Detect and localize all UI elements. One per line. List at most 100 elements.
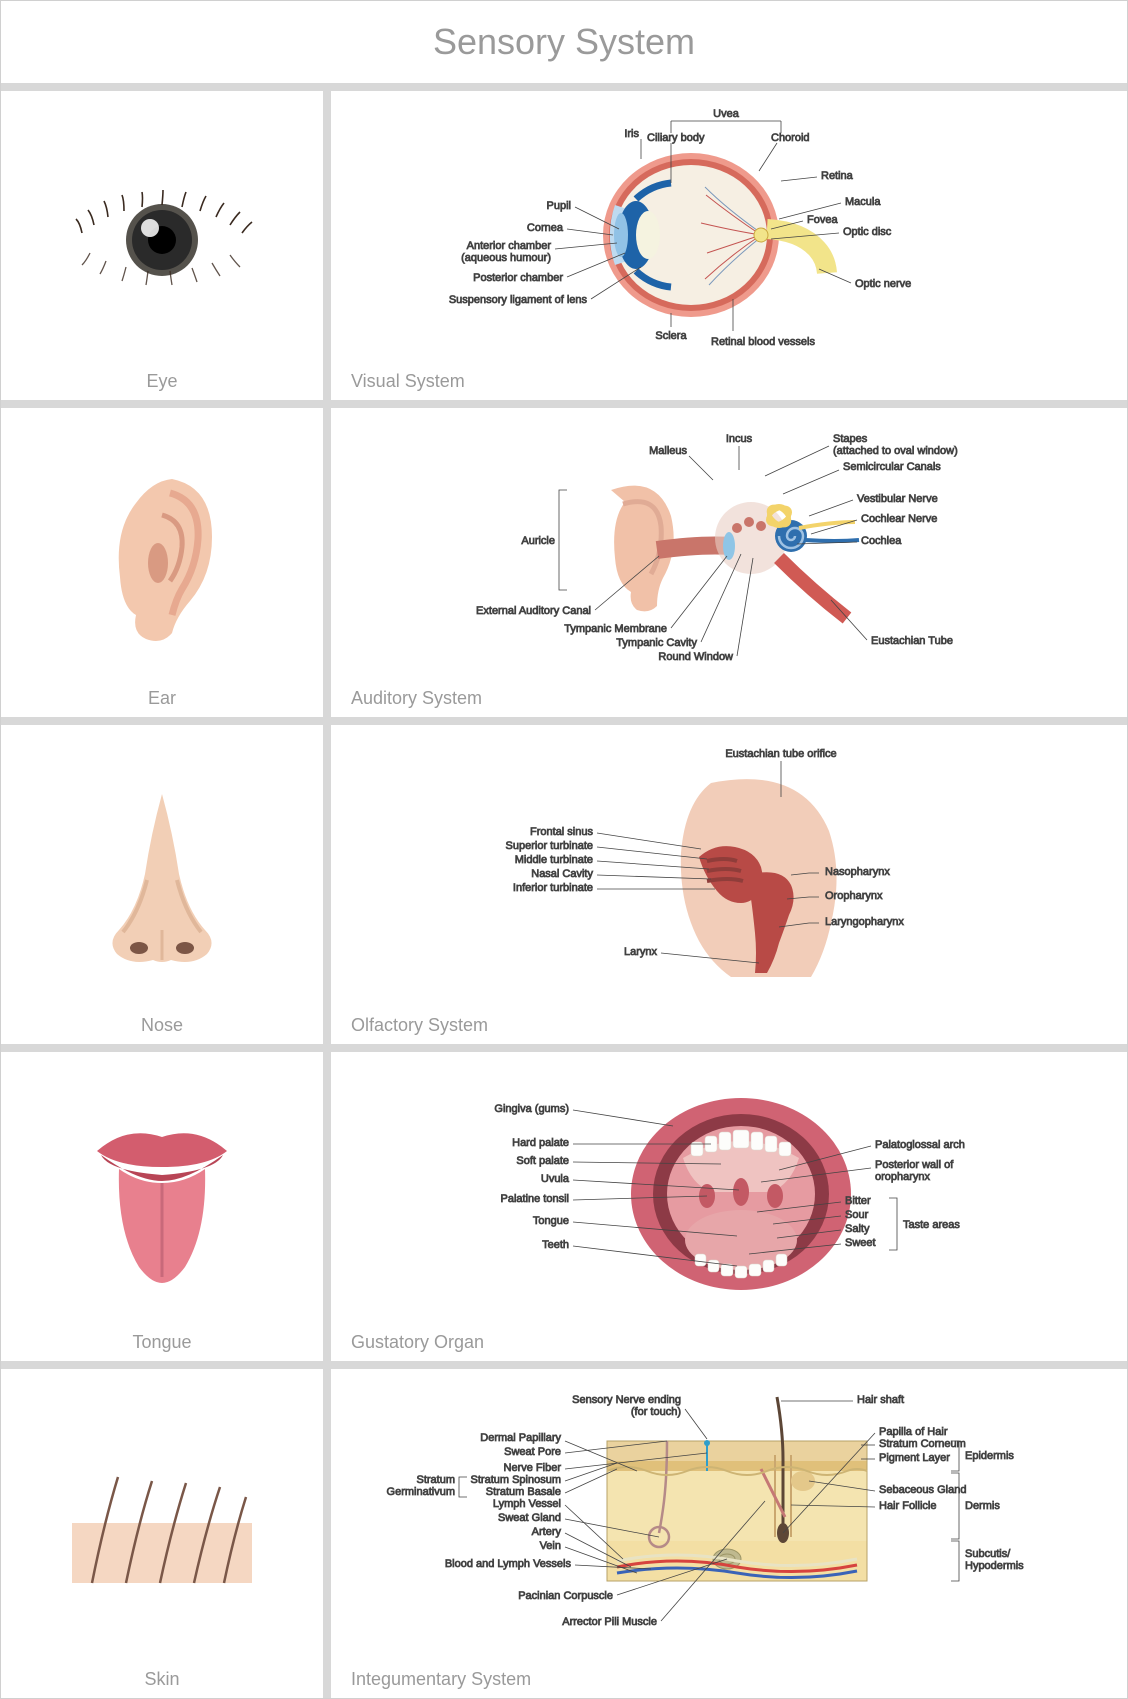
svg-text:Optic nerve: Optic nerve [855, 278, 911, 290]
auditory-system-diagram: Incus Malleus Stapes (attached to oval w… [341, 420, 1111, 680]
row-skin: Skin [1, 1369, 1127, 1698]
svg-text:Macula: Macula [845, 196, 881, 208]
svg-text:Superior turbinate: Superior turbinate [506, 840, 593, 852]
svg-text:(aqueous humour): (aqueous humour) [461, 252, 551, 264]
caption-nose: Nose [1, 1015, 323, 1036]
svg-text:Iris: Iris [624, 128, 639, 140]
caption-gustatory-organ: Gustatory Organ [351, 1332, 484, 1353]
svg-text:Vein: Vein [540, 1540, 561, 1552]
lbl-uvea: Uvea [713, 108, 740, 120]
svg-text:Sweat Gland: Sweat Gland [498, 1512, 561, 1524]
svg-text:Middle turbinate: Middle turbinate [515, 854, 593, 866]
svg-text:oropharynx: oropharynx [875, 1171, 931, 1183]
svg-text:Retina: Retina [821, 170, 854, 182]
gustatory-organ-diagram: Gingiva (gums) Hard palate Soft palate U… [341, 1064, 1111, 1324]
svg-text:Lymph Vessel: Lymph Vessel [493, 1498, 561, 1510]
svg-text:Bitter: Bitter [845, 1195, 871, 1207]
ear-icon [92, 428, 232, 685]
svg-text:Malleus: Malleus [649, 445, 687, 457]
svg-text:Salty: Salty [845, 1223, 870, 1235]
svg-text:Stratum: Stratum [416, 1474, 455, 1486]
svg-text:Sensory Nerve ending: Sensory Nerve ending [572, 1394, 681, 1406]
cell-eye-icon: Eye [1, 91, 331, 400]
svg-text:Nasopharynx: Nasopharynx [825, 866, 890, 878]
svg-text:Cochlea: Cochlea [861, 535, 902, 547]
caption-eye: Eye [1, 371, 323, 392]
svg-text:Eustachian tube orifice: Eustachian tube orifice [725, 748, 836, 760]
caption-auditory-system: Auditory System [351, 688, 482, 709]
caption-visual-system: Visual System [351, 371, 465, 392]
svg-text:Choroid: Choroid [771, 132, 810, 144]
svg-text:Hard palate: Hard palate [512, 1137, 569, 1149]
svg-text:Round Window: Round Window [658, 651, 733, 663]
svg-text:Tongue: Tongue [533, 1215, 569, 1227]
cell-auditory-system: Incus Malleus Stapes (attached to oval w… [331, 408, 1127, 717]
svg-text:Sour: Sour [845, 1209, 869, 1221]
svg-text:Subcutis/: Subcutis/ [965, 1548, 1011, 1560]
cell-olfactory-system: Eustachian tube orifice Frontal sinus Su… [331, 725, 1127, 1044]
caption-integumentary-system: Integumentary System [351, 1669, 531, 1690]
svg-text:Fovea: Fovea [807, 214, 838, 226]
skin-icon [52, 1389, 272, 1666]
svg-text:Sweet: Sweet [845, 1237, 876, 1249]
cell-tongue-icon: Tongue [1, 1052, 331, 1361]
svg-text:Germinativum: Germinativum [387, 1486, 455, 1498]
integumentary-system-diagram: Sensory Nerve ending (for touch) Hair sh… [341, 1381, 1111, 1661]
svg-text:Arrector Pili Muscle: Arrector Pili Muscle [562, 1616, 657, 1628]
svg-text:Posterior chamber: Posterior chamber [473, 272, 563, 284]
svg-text:Palatine tonsil: Palatine tonsil [501, 1193, 570, 1205]
row-nose: Nose [1, 725, 1127, 1052]
svg-text:Retinal blood vessels: Retinal blood vessels [711, 336, 815, 348]
row-tongue: Tongue [1, 1052, 1127, 1369]
caption-tongue: Tongue [1, 1332, 323, 1353]
row-eye: Eye [1, 91, 1127, 408]
svg-text:Dermal Papillary: Dermal Papillary [480, 1432, 561, 1444]
svg-text:Teeth: Teeth [542, 1239, 569, 1251]
page-title: Sensory System [1, 21, 1127, 63]
svg-text:Dermis: Dermis [965, 1500, 1000, 1512]
cell-skin-icon: Skin [1, 1369, 331, 1698]
row-ear: Ear [1, 408, 1127, 725]
svg-text:Ciliary body: Ciliary body [647, 132, 705, 144]
cell-visual-system: Uvea Iris Ciliary body Choroid Pupil Cor… [331, 91, 1127, 400]
svg-text:(attached to oval window): (attached to oval window) [833, 445, 958, 457]
svg-text:Sweat Pore: Sweat Pore [504, 1446, 561, 1458]
svg-text:Hypodermis: Hypodermis [965, 1560, 1024, 1572]
cell-nose-icon: Nose [1, 725, 331, 1044]
svg-text:Incus: Incus [726, 433, 753, 445]
svg-text:Nasal Cavity: Nasal Cavity [531, 868, 593, 880]
olfactory-system-diagram: Eustachian tube orifice Frontal sinus Su… [341, 737, 1111, 1007]
svg-text:Hair Follicle: Hair Follicle [879, 1500, 936, 1512]
svg-text:Tympanic Membrane: Tympanic Membrane [564, 623, 667, 635]
svg-text:Epidermis: Epidermis [965, 1450, 1014, 1462]
svg-text:Suspensory ligament of lens: Suspensory ligament of lens [449, 294, 588, 306]
svg-text:Palatoglossal arch: Palatoglossal arch [875, 1139, 965, 1151]
svg-text:Posterior wall of: Posterior wall of [875, 1159, 954, 1171]
svg-text:Hair shaft: Hair shaft [857, 1394, 904, 1406]
caption-skin: Skin [1, 1669, 323, 1690]
svg-text:Inferior turbinate: Inferior turbinate [513, 882, 593, 894]
svg-text:Larynx: Larynx [624, 946, 658, 958]
svg-text:Pupil: Pupil [547, 200, 571, 212]
svg-text:Oropharynx: Oropharynx [825, 890, 883, 902]
svg-text:Stapes: Stapes [833, 433, 868, 445]
svg-text:Nerve Fiber: Nerve Fiber [504, 1462, 562, 1474]
tongue-icon [77, 1072, 247, 1329]
svg-text:Stratum Corneum: Stratum Corneum [879, 1438, 966, 1450]
svg-text:Stratum Spinosum: Stratum Spinosum [471, 1474, 561, 1486]
visual-system-diagram: Uvea Iris Ciliary body Choroid Pupil Cor… [341, 103, 1111, 363]
svg-text:Papilla of Hair: Papilla of Hair [879, 1426, 948, 1438]
svg-text:Auricle: Auricle [521, 535, 555, 547]
svg-text:Tympanic Cavity: Tympanic Cavity [616, 637, 697, 649]
svg-text:Laryngopharynx: Laryngopharynx [825, 916, 904, 928]
cell-gustatory-organ: Gingiva (gums) Hard palate Soft palate U… [331, 1052, 1127, 1361]
svg-text:Uvula: Uvula [541, 1173, 570, 1185]
svg-text:Blood and Lymph Vessels: Blood and Lymph Vessels [445, 1558, 572, 1570]
svg-text:Stratum Basale: Stratum Basale [486, 1486, 561, 1498]
svg-text:Vestibular Nerve: Vestibular Nerve [857, 493, 938, 505]
svg-text:Taste areas: Taste areas [903, 1219, 960, 1231]
svg-text:(for touch): (for touch) [631, 1406, 681, 1418]
title-bar: Sensory System [1, 1, 1127, 91]
svg-text:Semicircular Canals: Semicircular Canals [843, 461, 941, 473]
svg-text:Gingiva (gums): Gingiva (gums) [494, 1103, 569, 1115]
